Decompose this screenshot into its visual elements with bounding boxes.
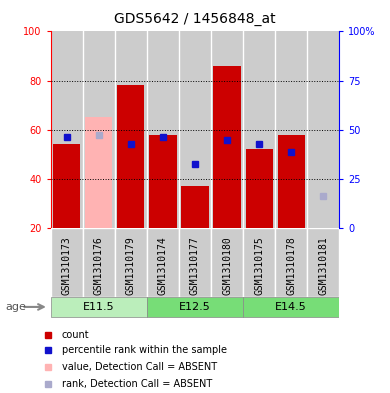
Text: GSM1310175: GSM1310175	[254, 236, 264, 295]
Text: E14.5: E14.5	[275, 302, 307, 312]
Text: E12.5: E12.5	[179, 302, 211, 312]
Text: GSM1310180: GSM1310180	[222, 236, 232, 295]
Bar	[147, 31, 179, 228]
Bar	[307, 31, 339, 228]
Bar	[149, 134, 177, 228]
Text: GSM1310178: GSM1310178	[286, 236, 296, 295]
Bar	[117, 86, 145, 228]
Text: GSM1310181: GSM1310181	[318, 236, 328, 295]
Bar	[179, 31, 211, 228]
Bar	[275, 228, 307, 297]
Text: GSM1310174: GSM1310174	[158, 236, 168, 295]
Bar	[115, 31, 147, 228]
Bar	[211, 228, 243, 297]
Text: E11.5: E11.5	[83, 302, 115, 312]
Bar	[179, 228, 211, 297]
Text: GDS5642 / 1456848_at: GDS5642 / 1456848_at	[114, 11, 276, 26]
Bar	[275, 31, 307, 228]
Bar	[147, 228, 179, 297]
Text: GSM1310173: GSM1310173	[62, 236, 72, 295]
Bar	[83, 31, 115, 228]
Bar	[53, 144, 80, 228]
Text: GSM1310177: GSM1310177	[190, 236, 200, 295]
Bar	[213, 66, 241, 228]
Text: value, Detection Call = ABSENT: value, Detection Call = ABSENT	[62, 362, 217, 372]
Bar	[243, 228, 275, 297]
Bar	[246, 149, 273, 228]
Bar	[147, 297, 243, 317]
Text: count: count	[62, 330, 89, 340]
Bar	[51, 228, 83, 297]
Bar	[115, 228, 147, 297]
Text: percentile rank within the sample: percentile rank within the sample	[62, 345, 227, 355]
Bar	[243, 297, 339, 317]
Text: GSM1310176: GSM1310176	[94, 236, 104, 295]
Bar	[307, 228, 339, 297]
Bar	[243, 31, 275, 228]
Text: age: age	[6, 302, 27, 312]
Text: GSM1310179: GSM1310179	[126, 236, 136, 295]
Bar	[51, 31, 83, 228]
Text: rank, Detection Call = ABSENT: rank, Detection Call = ABSENT	[62, 379, 212, 389]
Bar	[211, 31, 243, 228]
Bar	[85, 118, 112, 228]
Bar	[51, 297, 147, 317]
Bar	[181, 186, 209, 228]
Bar	[83, 228, 115, 297]
Bar	[278, 134, 305, 228]
